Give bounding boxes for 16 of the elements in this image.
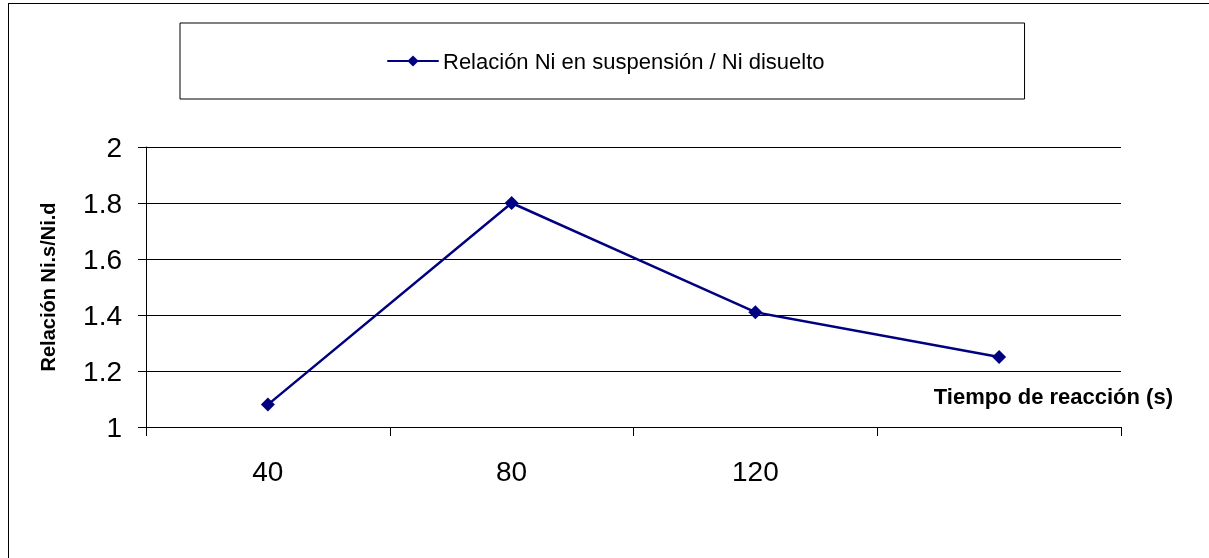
y-tick-label: 1.2 [83,355,122,387]
y-tick-label: 1.8 [83,187,122,219]
x-tick-label: 80 [496,455,528,487]
point [504,196,519,210]
point [260,397,275,412]
x-tick-label: 40 [252,455,284,487]
y-tick-label: 2 [106,131,122,163]
x-axis-title: Tiempo de reacción (s) [933,383,1173,409]
point [748,305,763,320]
point [992,350,1007,364]
y-axis-title: Relación Ni.s/Ni.d [37,202,59,372]
y-tick-label: 1.4 [83,299,122,331]
y-tick-label: 1.6 [83,243,122,275]
x-tick-label: 120 [732,455,779,487]
legend-label: Relación Ni en suspensión / Ni disuelto [443,48,825,74]
y-tick-label: 1 [106,411,122,443]
